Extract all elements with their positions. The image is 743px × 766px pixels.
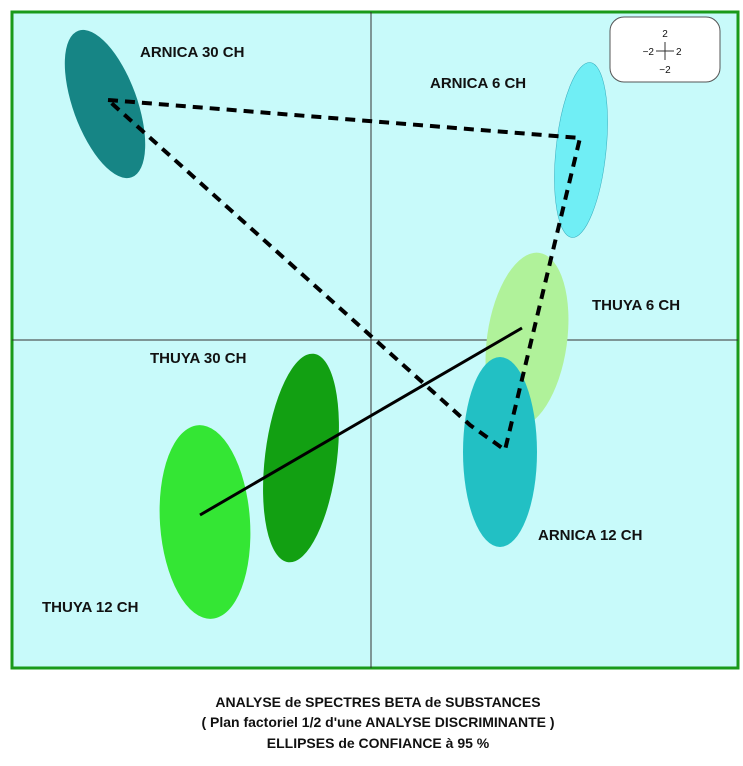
group-label: THUYA 12 CH — [42, 599, 138, 616]
solid-line — [199, 326, 523, 517]
caption: ( Plan factoriel 1/2 d'une ANALYSE DISCR… — [201, 714, 554, 730]
group-label: ARNICA 30 CH — [140, 44, 244, 61]
scale-label: −2 — [643, 47, 655, 58]
scale-label: −2 — [659, 65, 671, 76]
group-label: THUYA 6 CH — [592, 297, 680, 314]
caption: ELLIPSES de CONFIANCE à 95 % — [267, 735, 490, 751]
scale-label: 2 — [662, 29, 668, 40]
caption: ANALYSE de SPECTRES BETA de SUBSTANCES — [215, 694, 540, 710]
dashed-path — [106, 98, 583, 454]
group-label: ARNICA 12 CH — [538, 527, 642, 544]
ellipse-arnica-30 — [64, 29, 146, 179]
group-label: ARNICA 6 CH — [430, 75, 526, 92]
scale-label: 2 — [676, 47, 682, 58]
ellipse-thuya-12 — [159, 425, 251, 619]
group-label: THUYA 30 CH — [150, 350, 246, 367]
ellipse-arnica-12 — [463, 357, 537, 547]
